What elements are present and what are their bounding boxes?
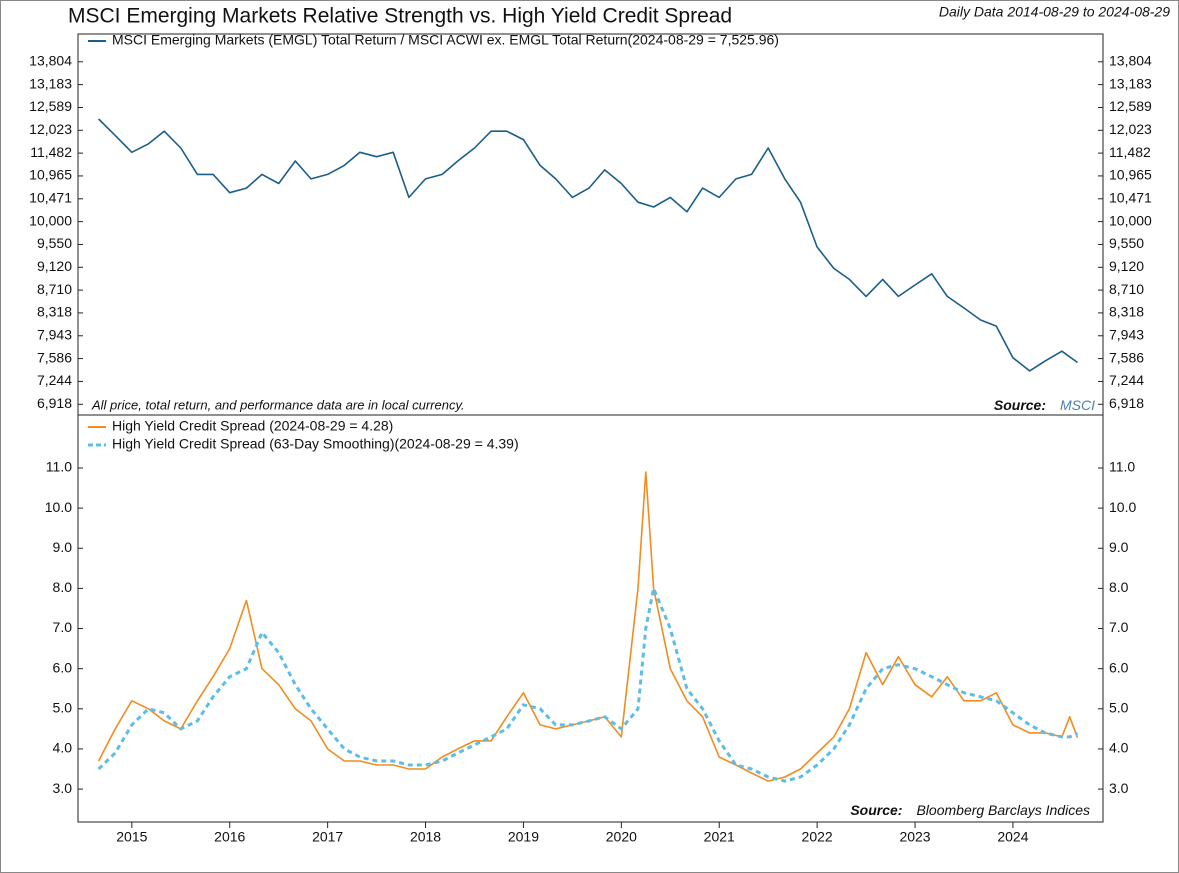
y2-tick-label: 11.0	[1109, 459, 1135, 475]
x-tick-label: 2021	[704, 829, 735, 845]
y2-tick-label: 10,965	[1109, 167, 1152, 183]
y-tick-label: 3.0	[53, 780, 73, 796]
chart-subtitle: Daily Data 2014-08-29 to 2024-08-29	[939, 4, 1170, 20]
y-tick-label: 8.0	[53, 579, 73, 595]
y2-tick-label: 9,120	[1109, 258, 1144, 274]
bottom-panel-frame	[77, 414, 1104, 823]
x-tick-label: 2023	[899, 829, 930, 845]
y-tick-label: 8,710	[37, 281, 72, 297]
x-tick-label: 2018	[410, 829, 441, 845]
y-tick-label: 13,183	[29, 75, 72, 91]
note: All price, total return, and performance…	[91, 397, 465, 412]
y-tick-label: 7.0	[53, 619, 73, 635]
y-tick-label: 10.0	[45, 499, 72, 515]
y-tick-label: 11.0	[46, 459, 72, 475]
y-tick-label: 12,589	[29, 98, 72, 114]
y-tick-label: 7,943	[37, 326, 72, 342]
y-tick-label: 13,804	[29, 52, 72, 68]
y2-tick-label: 8,318	[1109, 304, 1144, 320]
x-tick-label: 2022	[802, 829, 833, 845]
y2-tick-label: 7,943	[1109, 326, 1144, 342]
y2-tick-label: 12,589	[1109, 98, 1152, 114]
y2-tick-label: 10.0	[1109, 499, 1136, 515]
y2-tick-label: 7.0	[1109, 619, 1129, 635]
y2-tick-label: 6.0	[1109, 659, 1129, 675]
y2-tick-label: 10,000	[1109, 212, 1152, 228]
y-tick-label: 4.0	[53, 740, 73, 756]
y2-tick-label: 7,586	[1109, 349, 1144, 365]
source: Source: Bloomberg Barclays Indices	[850, 802, 1090, 818]
source-name: MSCI	[1060, 397, 1095, 413]
y-tick-label: 10,471	[29, 189, 72, 205]
y2-tick-label: 8.0	[1109, 579, 1129, 595]
chart-title: MSCI Emerging Markets Relative Strength …	[68, 5, 732, 28]
y-tick-label: 11,482	[30, 144, 72, 160]
y2-tick-label: 13,804	[1109, 52, 1152, 68]
x-tick-label: 2017	[312, 829, 343, 845]
y2-tick-label: 12,023	[1109, 121, 1152, 137]
y2-tick-label: 9.0	[1109, 539, 1129, 555]
x-tick-label: 2020	[606, 829, 637, 845]
y2-tick-label: 10,471	[1109, 189, 1152, 205]
source: Source: MSCI	[994, 397, 1095, 413]
legend-label: High Yield Credit Spread (2024-08-29 = 4…	[112, 418, 393, 434]
y-tick-label: 9,550	[37, 235, 72, 251]
y-tick-label: 12,023	[29, 121, 72, 137]
y-tick-label: 9,120	[37, 258, 72, 274]
y-tick-label: 7,244	[37, 372, 72, 388]
x-tick-label: 2024	[997, 829, 1028, 845]
legend-label: MSCI Emerging Markets (EMGL) Total Retur…	[112, 32, 779, 48]
source-label: Source:	[850, 802, 902, 818]
source-label: Source:	[994, 397, 1046, 413]
y-tick-label: 10,000	[29, 212, 72, 228]
y2-tick-label: 6,918	[1109, 395, 1144, 411]
y-tick-label: 9.0	[53, 539, 73, 555]
series-line	[97, 586, 1079, 783]
y2-tick-label: 4.0	[1109, 740, 1129, 756]
y-tick-label: 5.0	[53, 700, 73, 716]
y2-tick-label: 3.0	[1109, 780, 1129, 796]
y-tick-label: 7,586	[37, 349, 72, 365]
x-tick-label: 2016	[214, 829, 245, 845]
y2-tick-label: 13,183	[1109, 75, 1152, 91]
y-tick-label: 6,918	[37, 395, 72, 411]
y2-tick-label: 7,244	[1109, 372, 1144, 388]
x-tick-label: 2015	[116, 829, 147, 845]
y2-tick-label: 5.0	[1109, 700, 1129, 716]
y2-tick-label: 8,710	[1109, 281, 1144, 297]
legend-label: High Yield Credit Spread (63-Day Smoothi…	[112, 436, 519, 452]
y2-tick-label: 9,550	[1109, 235, 1144, 251]
series-line	[98, 118, 1078, 372]
y2-tick-label: 11,482	[1109, 144, 1151, 160]
source-name: Bloomberg Barclays Indices	[916, 802, 1090, 818]
y-tick-label: 10,965	[29, 167, 72, 183]
y-tick-label: 6.0	[53, 659, 73, 675]
x-tick-label: 2019	[508, 829, 539, 845]
y-tick-label: 8,318	[37, 304, 72, 320]
